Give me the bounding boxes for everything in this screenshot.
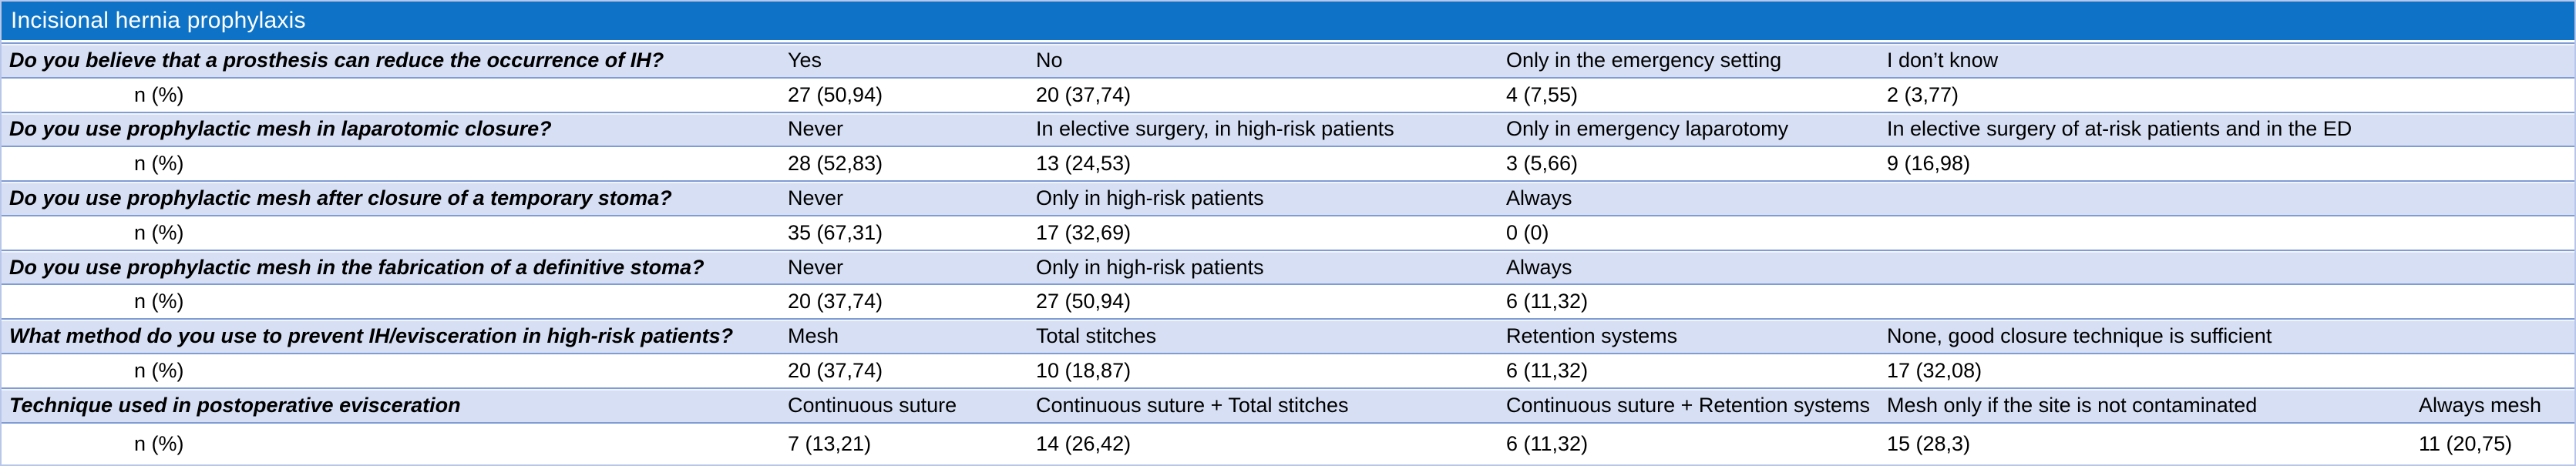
table-title-bar: Incisional hernia prophylaxis	[2, 2, 2574, 40]
option-label: Always mesh	[2419, 393, 2542, 417]
values-row: n (%) 28 (52,83) 13 (24,53) 3 (5,66) 9 (16,9…	[2, 146, 2574, 181]
question-text: Technique used in postoperative eviscera…	[9, 393, 461, 417]
option-value: 10 (18,87)	[1036, 358, 1132, 382]
option-value: 14 (26,42)	[1036, 431, 1132, 455]
question-row: Do you use prophylactic mesh in laparoto…	[2, 111, 2574, 146]
option-value: 28 (52,83)	[788, 152, 883, 176]
option-label: In elective surgery, in high-risk patien…	[1036, 117, 1394, 141]
option-value: 4 (7,55)	[1506, 82, 1579, 106]
question-text: Do you use prophylactic mesh in laparoto…	[9, 117, 552, 141]
option-label: Continuous suture + Total stitches	[1036, 393, 1349, 417]
option-value: 3 (5,66)	[1506, 152, 1579, 176]
table-title: Incisional hernia prophylaxis	[11, 8, 306, 33]
values-row: n (%) 27 (50,94) 20 (37,74) 4 (7,55) 2 (3,77…	[2, 76, 2574, 112]
option-label: Mesh	[788, 324, 839, 348]
question-row: Technique used in postoperative eviscera…	[2, 387, 2574, 422]
option-label: Never	[788, 186, 844, 210]
option-label: In elective surgery of at-risk patients …	[1887, 117, 2352, 141]
option-value: 7 (13,21)	[788, 431, 872, 455]
values-row: n (%) 20 (37,74) 10 (18,87) 6 (11,32) 17 (32…	[2, 353, 2574, 387]
question-row: Do you believe that a prosthesis can red…	[2, 42, 2574, 77]
question-text: What method do you use to prevent IH/evi…	[9, 324, 734, 348]
option-label: Only in high-risk patients	[1036, 255, 1264, 279]
option-value: 13 (24,53)	[1036, 152, 1132, 176]
option-value: 9 (16,98)	[1887, 152, 1971, 176]
option-label: I don’t know	[1887, 48, 1999, 72]
option-label: Always	[1506, 255, 1572, 279]
option-value: 11 (20,75)	[2419, 431, 2513, 455]
option-value: 20 (37,74)	[788, 290, 883, 313]
question-row: Do you use prophylactic mesh after closu…	[2, 180, 2574, 215]
stat-row-label: n (%)	[134, 220, 184, 244]
option-value: 6 (11,32)	[1506, 431, 1589, 455]
values-row: n (%) 35 (67,31) 17 (32,69) 0 (0)	[2, 214, 2574, 250]
option-label: Continuous suture + Retention systems	[1506, 393, 1870, 417]
question-text: Do you use prophylactic mesh after closu…	[9, 186, 672, 210]
option-value: 15 (28,3)	[1887, 431, 1971, 455]
option-value: 35 (67,31)	[788, 220, 883, 244]
option-label: Only in the emergency setting	[1506, 48, 1782, 72]
option-label: Continuous suture	[788, 393, 957, 417]
option-value: 6 (11,32)	[1506, 358, 1589, 382]
option-label: Never	[788, 117, 844, 141]
stat-row-label: n (%)	[134, 290, 184, 313]
stat-row-label: n (%)	[134, 82, 184, 106]
option-label: Always	[1506, 186, 1572, 210]
stat-row-label: n (%)	[134, 431, 184, 455]
option-label: None, good closure technique is sufficie…	[1887, 324, 2272, 348]
header-divider	[2, 40, 2574, 42]
option-label: Only in high-risk patients	[1036, 186, 1264, 210]
option-label: No	[1036, 48, 1063, 72]
values-row: n (%) 20 (37,74) 27 (50,94) 6 (11,32)	[2, 283, 2574, 319]
option-value: 2 (3,77)	[1887, 82, 1959, 106]
option-label: Only in emergency laparotomy	[1506, 117, 1789, 141]
option-value: 17 (32,69)	[1036, 220, 1132, 244]
option-label: Mesh only if the site is not contaminate…	[1887, 393, 2258, 417]
option-value: 27 (50,94)	[788, 82, 883, 106]
stat-row-label: n (%)	[134, 152, 184, 176]
table-body: Do you believe that a prosthesis can red…	[2, 42, 2574, 465]
option-value: 6 (11,32)	[1506, 290, 1589, 313]
option-label: Yes	[788, 48, 822, 72]
option-value: 20 (37,74)	[788, 358, 883, 382]
option-label: Total stitches	[1036, 324, 1157, 348]
option-label: Retention systems	[1506, 324, 1678, 348]
option-value: 27 (50,94)	[1036, 290, 1132, 313]
option-value: 0 (0)	[1506, 220, 1549, 244]
stat-row-label: n (%)	[134, 358, 184, 382]
question-row: What method do you use to prevent IH/evi…	[2, 318, 2574, 354]
question-row: Do you use prophylactic mesh in the fabr…	[2, 249, 2574, 284]
question-text: Do you use prophylactic mesh in the fabr…	[9, 255, 705, 279]
values-row: n (%) 7 (13,21) 14 (26,42) 6 (11,32) 15 (28,…	[2, 421, 2574, 465]
question-text: Do you believe that a prosthesis can red…	[9, 48, 664, 72]
option-label: Never	[788, 255, 844, 279]
option-value: 20 (37,74)	[1036, 82, 1132, 106]
option-value: 17 (32,08)	[1887, 358, 1982, 382]
